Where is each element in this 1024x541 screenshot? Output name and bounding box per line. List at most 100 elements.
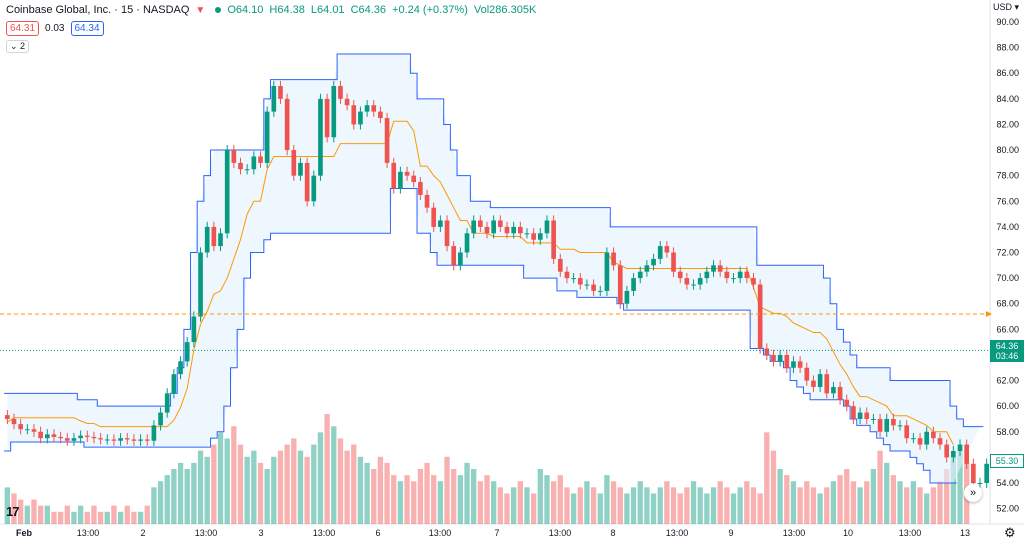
volume-bar	[484, 475, 490, 524]
candle-body	[271, 86, 277, 112]
volume-bar	[477, 481, 484, 524]
candle-body	[684, 278, 690, 285]
indicators-toggle[interactable]: ⌄ 2	[6, 40, 30, 53]
alert-icon[interactable]: ▼	[195, 4, 206, 16]
volume-bar	[917, 487, 923, 524]
y-tick-label: 66.00	[996, 324, 1019, 334]
volume-bar	[37, 505, 44, 524]
symbol-title[interactable]: Coinbase Global, Inc. · 15 · NASDAQ	[6, 4, 190, 16]
volume-bar	[311, 444, 317, 524]
y-tick-label: 54.00	[996, 478, 1019, 488]
candle-body	[577, 278, 583, 285]
candle-body	[304, 162, 310, 202]
candle-body	[964, 444, 970, 464]
candle-body	[278, 86, 283, 99]
open-value: O64.10	[227, 4, 264, 16]
candle-body	[71, 438, 77, 441]
candle-body	[258, 156, 263, 163]
volume-bar	[124, 505, 130, 524]
candle-body	[657, 246, 663, 259]
candle-body	[358, 111, 363, 125]
candle-body	[871, 418, 876, 420]
candle-body	[971, 463, 976, 483]
candle-body	[238, 162, 243, 170]
volume-bar	[910, 481, 917, 524]
volume-bar	[797, 487, 803, 524]
candle-body	[517, 226, 523, 234]
volume-bar	[144, 505, 150, 524]
candle-body	[111, 439, 117, 441]
y-tick-label: 84.00	[996, 94, 1019, 104]
candle-body	[791, 361, 796, 368]
volume-bar	[524, 487, 530, 524]
volume-bar	[757, 493, 763, 524]
volume-bar	[570, 493, 577, 524]
candle-body	[138, 439, 143, 441]
candle-body	[91, 436, 97, 439]
candle-body	[811, 380, 816, 387]
volume-bar	[930, 487, 937, 524]
buy-button[interactable]: 64.34	[70, 21, 104, 36]
candle-body	[784, 354, 790, 368]
candle-body	[418, 182, 423, 195]
candle-body	[877, 418, 883, 432]
candle-body	[924, 431, 930, 445]
settings-gear-icon[interactable]: ⚙	[1004, 525, 1016, 540]
volume-bar	[744, 481, 750, 524]
candle-body	[298, 162, 303, 176]
candle-body	[491, 220, 497, 234]
volume-bar	[317, 432, 324, 524]
candle-body	[897, 425, 903, 427]
volume-bar	[71, 511, 77, 524]
volume-bar	[644, 487, 650, 524]
y-tick-label: 60.00	[996, 401, 1019, 411]
y-tick-label: 88.00	[996, 43, 1019, 53]
y-tick-label: 76.00	[996, 196, 1019, 206]
x-tick-label: 13:00	[899, 528, 922, 538]
volume-bar	[151, 487, 157, 524]
candle-body	[551, 220, 556, 259]
x-tick-label: 7	[494, 528, 499, 538]
volume-bar	[231, 426, 237, 524]
candle-body	[911, 438, 916, 440]
chart-legend: Coinbase Global, Inc. · 15 · NASDAQ ▼ O6…	[6, 4, 536, 16]
candle-body	[584, 284, 590, 286]
candle-body	[364, 105, 370, 112]
candle-body	[611, 252, 616, 266]
countdown-label: 03:46	[995, 351, 1019, 361]
candle-body	[478, 220, 483, 227]
volume-bar	[177, 462, 184, 524]
candle-body	[58, 436, 63, 439]
volume-bar	[730, 493, 737, 524]
candle-body	[218, 233, 223, 247]
volume-bar	[590, 487, 597, 524]
candle-body	[404, 171, 410, 176]
volume-bar	[457, 475, 464, 524]
candle-body	[891, 418, 896, 426]
tradingview-logo-icon[interactable]: 17	[6, 504, 20, 519]
volume-bar	[784, 475, 790, 524]
volume-bar	[737, 487, 743, 524]
volume-bar	[597, 493, 603, 524]
spread-value: 0.03	[45, 23, 65, 34]
candle-body	[824, 374, 830, 394]
candle-body	[124, 438, 130, 440]
volume-bar	[97, 511, 104, 524]
candle-body	[591, 284, 596, 291]
last-price-label: 64.36	[995, 341, 1019, 351]
volume-bar	[84, 511, 90, 524]
candle-body	[44, 434, 50, 439]
candle-body	[78, 435, 83, 439]
sell-button[interactable]: 64.31	[6, 21, 40, 36]
y-tick-label: 82.00	[996, 119, 1019, 129]
x-tick-label: 6	[375, 528, 380, 538]
candle-body	[564, 271, 570, 279]
scroll-to-realtime-button[interactable]: »	[964, 484, 982, 502]
volume-bar	[411, 481, 417, 524]
candle-body	[458, 252, 463, 266]
volume-bar	[264, 469, 270, 524]
candle-body	[38, 431, 43, 439]
volume-bar	[204, 456, 210, 524]
candle-body	[398, 171, 403, 189]
